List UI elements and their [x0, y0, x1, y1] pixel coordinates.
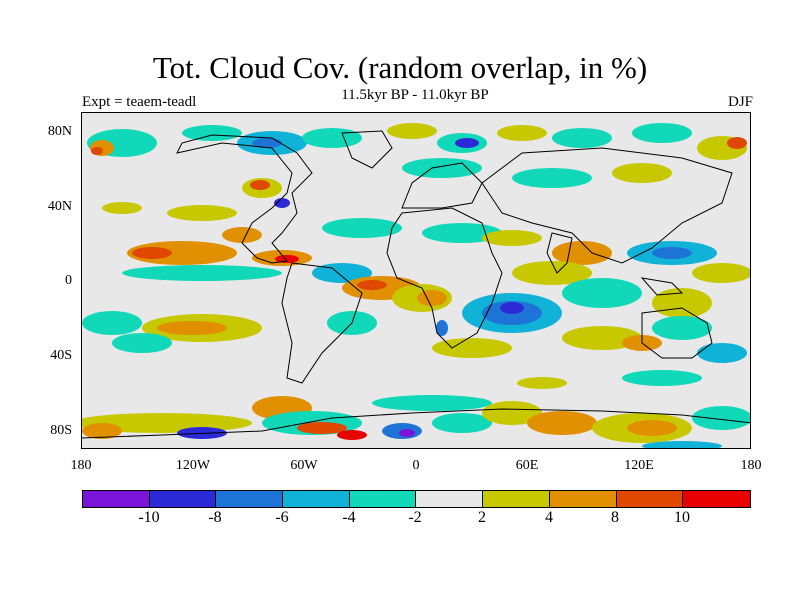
- lat-label-0: 0: [65, 273, 72, 288]
- colorbar-swatch-7: [549, 491, 617, 507]
- colorbar-swatch-5: [416, 491, 484, 507]
- colorbar-swatch-4: [349, 491, 417, 507]
- colorbar-swatch-6: [483, 491, 550, 507]
- lon-label-60e: 60E: [515, 458, 539, 473]
- lat-label-80s: 80S: [50, 423, 72, 438]
- lat-label-80n: 80N: [47, 124, 72, 139]
- lon-label-180e: 180: [740, 458, 762, 473]
- colorbar-swatch-1: [149, 491, 217, 507]
- lon-label-120e: 120E: [624, 458, 654, 473]
- lon-label-120w: 120W: [175, 458, 211, 473]
- colorbar: [82, 490, 751, 508]
- colorbar-label-2: 2: [478, 509, 486, 526]
- colorbar-swatch-2: [216, 491, 284, 507]
- colorbar-label-10: 10: [674, 509, 690, 526]
- colorbar-label-4: 4: [545, 509, 553, 526]
- colorbar-swatch-0: [83, 491, 150, 507]
- colorbar-label-8: 8: [611, 509, 619, 526]
- map-title: Tot. Cloud Cov. (random overlap, in %): [152, 50, 648, 85]
- colorbar-swatch-8: [616, 491, 684, 507]
- colorbar-swatch-3: [283, 491, 350, 507]
- experiment-label: Expt = teaem-teadl: [82, 94, 197, 110]
- season-label: DJF: [727, 94, 753, 110]
- colorbar-label-m8: -8: [208, 509, 222, 526]
- colorbar-label-m6: -6: [275, 509, 289, 526]
- map-canvas: [82, 123, 750, 448]
- lon-label-60w: 60W: [290, 458, 318, 473]
- coastlines: [82, 130, 750, 439]
- lat-label-40s: 40S: [50, 348, 72, 363]
- lon-label-180w: 180: [70, 458, 92, 473]
- colorbar-swatch-9: [683, 491, 750, 507]
- map-subtitle: 11.5kyr BP - 11.0kyr BP: [341, 87, 489, 103]
- lon-label-0: 0: [412, 458, 420, 473]
- colorbar-label-m4: -4: [342, 509, 356, 526]
- colorbar-label-m2: -2: [408, 509, 422, 526]
- map-plot: [81, 112, 751, 449]
- lat-label-40n: 40N: [47, 199, 72, 214]
- colorbar-label-m10: -10: [138, 509, 160, 526]
